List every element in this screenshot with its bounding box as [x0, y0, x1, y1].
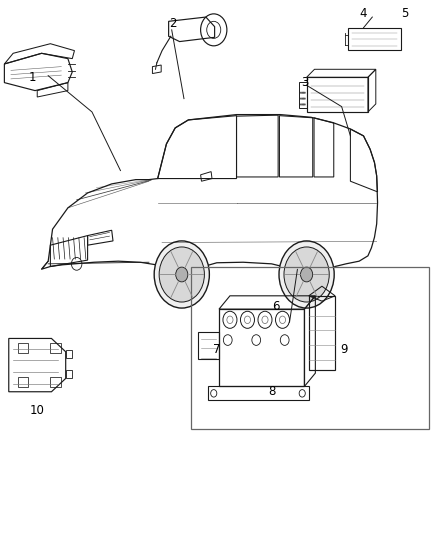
Bar	[299, 82, 307, 108]
Circle shape	[301, 98, 303, 100]
Circle shape	[304, 92, 306, 94]
Text: 6: 6	[272, 300, 280, 313]
Circle shape	[154, 241, 209, 308]
Bar	[18, 343, 28, 353]
Bar	[50, 343, 61, 353]
Text: 9: 9	[340, 343, 348, 356]
Circle shape	[300, 92, 302, 94]
Circle shape	[300, 267, 313, 282]
Bar	[309, 296, 335, 370]
Text: 3: 3	[301, 76, 308, 89]
Circle shape	[303, 103, 304, 106]
Circle shape	[176, 267, 188, 282]
Circle shape	[304, 103, 306, 106]
Circle shape	[300, 98, 302, 100]
Text: 8: 8	[268, 385, 275, 398]
Bar	[348, 28, 401, 50]
Circle shape	[303, 92, 304, 94]
Text: 4: 4	[360, 7, 367, 20]
Circle shape	[303, 98, 304, 100]
Circle shape	[304, 98, 306, 100]
Circle shape	[301, 92, 303, 94]
Circle shape	[300, 103, 302, 106]
Circle shape	[279, 241, 334, 308]
Circle shape	[301, 103, 303, 106]
Text: 7: 7	[213, 343, 221, 356]
Circle shape	[284, 247, 329, 302]
Text: 1: 1	[29, 71, 37, 84]
Bar	[18, 377, 28, 387]
Circle shape	[159, 247, 205, 302]
Bar	[50, 377, 61, 387]
Bar	[191, 266, 429, 429]
Text: 10: 10	[30, 404, 45, 417]
Bar	[307, 77, 368, 112]
Text: 2: 2	[169, 18, 177, 30]
Text: 5: 5	[402, 7, 409, 20]
